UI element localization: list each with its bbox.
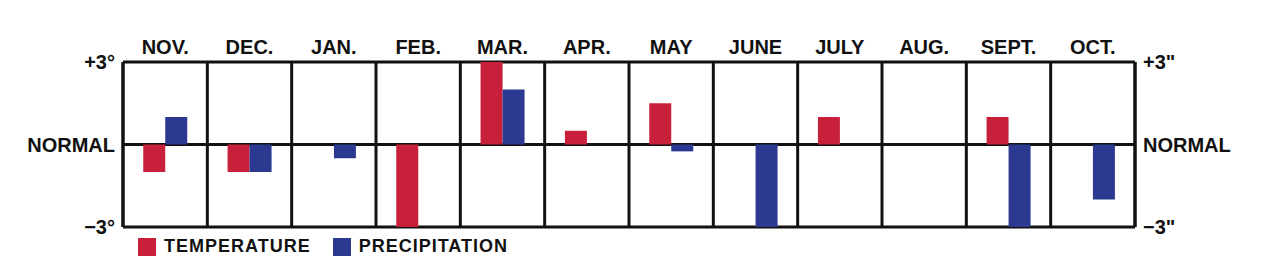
- svg-text:JUNE: JUNE: [729, 36, 782, 58]
- svg-text:SEPT.: SEPT.: [981, 36, 1037, 58]
- svg-text:FEB.: FEB.: [395, 36, 441, 58]
- svg-text:APR.: APR.: [563, 36, 611, 58]
- svg-text:−3°: −3°: [84, 216, 115, 238]
- svg-text:JAN.: JAN.: [311, 36, 357, 58]
- svg-text:DEC.: DEC.: [226, 36, 274, 58]
- svg-text:+3": +3": [1143, 51, 1175, 73]
- svg-text:MAR.: MAR.: [477, 36, 528, 58]
- svg-text:NOV.: NOV.: [142, 36, 189, 58]
- svg-text:AUG.: AUG.: [899, 36, 949, 58]
- html-text:PRECIPITATION: PRECIPITATION: [358, 236, 508, 256]
- svg-text:+3°: +3°: [84, 51, 115, 73]
- svg-text:JULY: JULY: [815, 36, 865, 58]
- svg-text:NORMAL: NORMAL: [27, 134, 115, 156]
- svg-text:−3": −3": [1143, 216, 1175, 238]
- svg-text:MAY: MAY: [650, 36, 693, 58]
- html-text:TEMPERATURE: TEMPERATURE: [164, 236, 311, 256]
- svg-text:NORMAL: NORMAL: [1143, 134, 1231, 156]
- svg-text:OCT.: OCT.: [1070, 36, 1116, 58]
